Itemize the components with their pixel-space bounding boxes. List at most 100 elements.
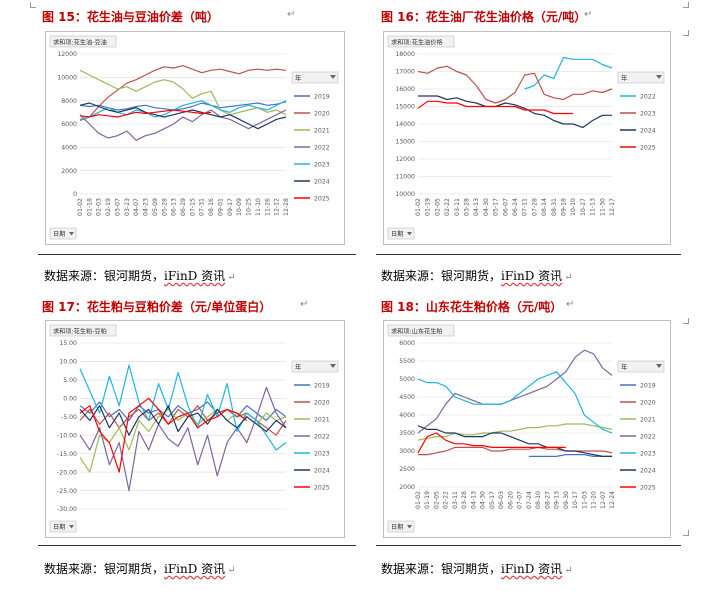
series-line-2022	[79, 109, 287, 141]
x-tick-label: 10-10	[570, 198, 577, 216]
x-tick-label: 10-09	[236, 198, 243, 216]
x-tick-label: 03-28	[461, 491, 468, 509]
legend-title: 年	[621, 73, 628, 82]
series-line-2024	[417, 425, 612, 457]
legend-filter-button[interactable]	[291, 71, 339, 84]
y-tick-label: 10.00	[59, 359, 77, 366]
legend-title: 年	[295, 362, 302, 371]
y-tick-label: 6000	[399, 340, 415, 347]
x-tick-label: 06-29	[180, 198, 187, 216]
x-tick-label: 01-18	[86, 198, 93, 216]
y-tick-label: 4000	[399, 412, 415, 419]
date-filter-label: 日期	[53, 523, 65, 531]
paragraph-mark: ↵	[300, 299, 309, 310]
x-tick-label: 03-11	[452, 491, 459, 509]
x-tick-label: 11-26	[264, 198, 271, 216]
legend-label: 2023	[640, 450, 656, 457]
figure-18-chart[interactable]: 求和项:山东花生粕 6000 5500 5000 4500 4000 3500 3000 250…	[383, 320, 671, 538]
y-tick-label: -15.00	[57, 451, 77, 458]
date-filter-label: 日期	[391, 523, 403, 531]
paragraph-mark: ↵	[227, 272, 236, 283]
date-filter-button[interactable]	[49, 227, 77, 240]
x-tick-label: 08-16	[208, 198, 215, 216]
legend-label: 2025	[640, 484, 656, 491]
y-tick-label: 4500	[399, 394, 415, 401]
x-tick-label: 01-02	[77, 198, 84, 216]
x-tick-label: 07-07	[517, 491, 524, 509]
source-prefix: 数据来源：银河期货，	[381, 269, 502, 283]
chevron-down-icon	[407, 232, 412, 236]
x-tick-label: 12-28	[283, 198, 290, 216]
date-filter-button[interactable]	[387, 227, 415, 240]
legend-label: 2023	[314, 161, 330, 168]
series-line-2023	[79, 364, 287, 451]
series-line-2025	[79, 397, 248, 473]
x-tick-label: 08-27	[544, 491, 551, 509]
chart-2-svg: 求和项:花生粕-豆粕 15.00 10.00 5.00 0.00 -5.00 -10.00 -…	[49, 324, 339, 533]
field-label-button[interactable]	[387, 324, 455, 337]
chart-0-svg: 求和项:花生油-豆油12000100008000600040002000001-…	[49, 35, 339, 240]
series-line-2021	[79, 69, 287, 116]
y-tick-label: 5500	[399, 358, 415, 365]
filter-icon	[656, 75, 662, 79]
filter-icon	[656, 364, 662, 368]
figure-16-chart[interactable]: 求和项:花生油价格 18000 17000 16000 15000 14000 13000 1…	[383, 31, 671, 245]
y-tick-label: 0	[73, 191, 77, 198]
x-tick-label: 11-10	[255, 198, 262, 216]
x-tick-label: 06-07	[502, 198, 509, 216]
paragraph-mark: ↵	[584, 9, 593, 20]
series-line-2023	[417, 65, 613, 104]
x-tick-label: 10-27	[580, 198, 587, 216]
filter-icon	[330, 364, 336, 368]
figure-17-rule	[38, 545, 356, 546]
series-line-2019	[528, 454, 612, 457]
date-filter-button[interactable]	[387, 520, 415, 533]
series-line-2022	[417, 349, 613, 434]
y-tick-label: -10.00	[57, 432, 77, 439]
x-tick-label: 04-23	[143, 198, 150, 216]
figure-15-rule	[38, 254, 356, 255]
date-filter-button[interactable]	[49, 520, 77, 533]
field-label-button[interactable]	[387, 35, 455, 48]
x-tick-label: 04-30	[480, 491, 487, 509]
x-tick-label: 12-07	[600, 491, 607, 509]
x-tick-label: 06-24	[512, 198, 519, 216]
source-brand: iFinD 资讯	[501, 562, 563, 576]
y-tick-label: 2000	[61, 168, 77, 175]
source-brand: iFinD 资讯	[164, 562, 226, 576]
y-tick-label: -30.00	[57, 506, 77, 513]
y-tick-label: 10000	[57, 75, 77, 82]
margin-corner-mark	[683, 30, 689, 36]
paragraph-mark: ↵	[564, 272, 573, 283]
legend-filter-button[interactable]	[617, 71, 665, 84]
legend-label: 2022	[314, 144, 330, 151]
legend-label: 2025	[314, 484, 330, 491]
y-tick-label: 2000	[399, 484, 415, 491]
y-tick-label: 0.00	[63, 396, 77, 403]
figure-15-chart[interactable]: 求和项:花生油-豆油 12000 10000 8000 6000 4000 2000 0 01-…	[45, 31, 345, 245]
y-tick-label: 16000	[395, 86, 415, 93]
margin-corner-mark	[30, 2, 36, 8]
legend-filter-button[interactable]	[617, 360, 665, 373]
y-tick-label: 8000	[61, 98, 77, 105]
y-tick-label: 18000	[395, 51, 415, 58]
series-line-2019	[79, 101, 287, 111]
paragraph-mark: ↵	[287, 9, 296, 20]
chevron-down-icon	[69, 232, 74, 236]
x-tick-label: 04-07	[133, 198, 140, 216]
x-tick-label: 05-17	[493, 198, 500, 216]
x-tick-label: 02-03	[96, 198, 103, 216]
x-tick-label: 10-25	[246, 198, 253, 216]
figure-17-chart[interactable]: 求和项:花生粕-豆粕 15.00 10.00 5.00 0.00 -5.00 -10.00 -…	[45, 320, 345, 538]
x-tick-label: 12-24	[609, 491, 616, 509]
series-line-2022	[79, 386, 287, 492]
field-label-button[interactable]	[49, 35, 117, 48]
legend-label: 2025	[314, 195, 330, 202]
legend-filter-button[interactable]	[291, 360, 339, 373]
figure-17-source: 数据来源：银河期货，iFinD 资讯 ↵	[44, 560, 236, 577]
field-label-button[interactable]	[49, 324, 117, 337]
x-tick-label: 05-09	[152, 198, 159, 216]
figure-18-source: 数据来源：银河期货，iFinD 资讯 ↵	[381, 560, 573, 577]
legend-title: 年	[621, 362, 628, 371]
x-tick-label: 07-31	[199, 198, 206, 216]
